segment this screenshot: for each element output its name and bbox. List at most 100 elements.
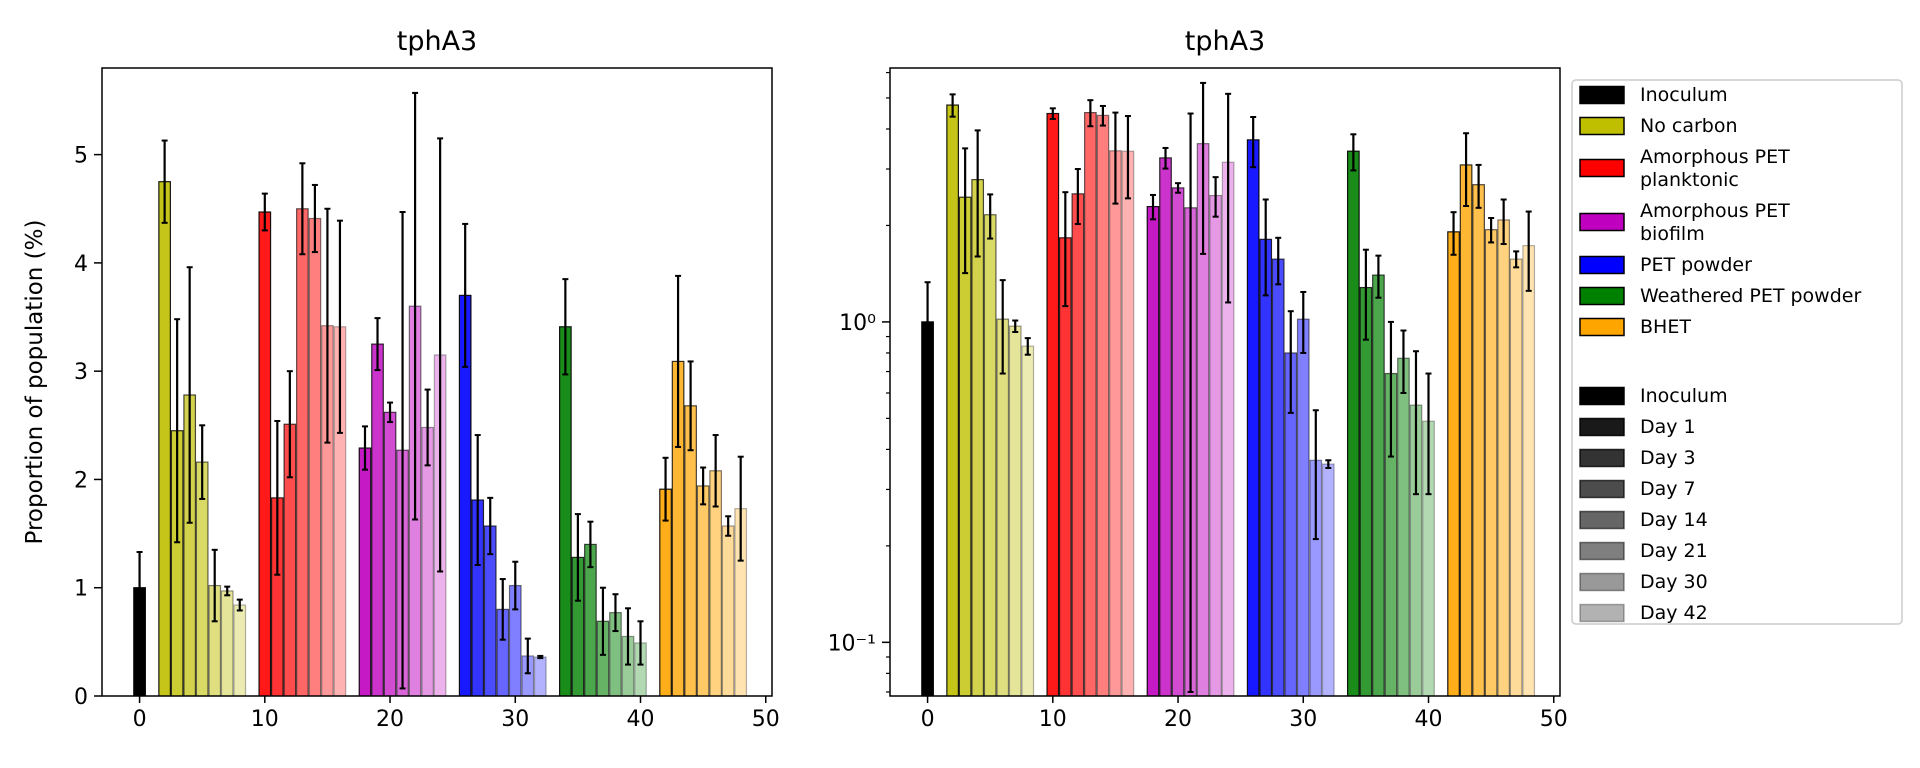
x-tick-label: 50 xyxy=(752,707,780,732)
bar xyxy=(983,214,997,696)
legend-label: Inoculum xyxy=(1640,385,1728,407)
legend-swatch xyxy=(1579,286,1625,306)
legend-label: PET powder xyxy=(1640,254,1752,276)
bar xyxy=(1071,193,1085,696)
plot-area xyxy=(133,91,748,696)
legend-swatch xyxy=(1579,158,1625,178)
bar xyxy=(1484,229,1498,696)
chart-title: tphA3 xyxy=(1185,26,1266,57)
bar xyxy=(358,447,372,696)
bar xyxy=(1096,114,1110,696)
chart-title: tphA3 xyxy=(397,26,478,57)
legend-label: Day 21 xyxy=(1640,540,1708,562)
bar xyxy=(1447,231,1460,696)
bar xyxy=(1397,357,1410,696)
x-tick-label: 0 xyxy=(133,707,147,732)
bar xyxy=(220,590,234,696)
x-tick-label: 20 xyxy=(376,707,404,732)
plot-area xyxy=(921,81,1536,696)
x-tick-label: 30 xyxy=(1289,707,1317,732)
y-tick-label: 10⁰ xyxy=(839,311,876,336)
y-tick-label: 10⁻¹ xyxy=(828,631,876,656)
x-tick-label: 40 xyxy=(1415,707,1443,732)
bar xyxy=(1522,245,1536,696)
bar xyxy=(421,426,434,696)
legend-label: Amorphous PET xyxy=(1640,146,1790,168)
bar xyxy=(1021,345,1035,696)
y-tick-label: 2 xyxy=(74,468,88,493)
bar xyxy=(371,343,384,696)
bar xyxy=(1246,139,1260,696)
x-tick-label: 30 xyxy=(501,707,529,732)
bar xyxy=(946,104,959,696)
legend-swatch xyxy=(1579,417,1625,437)
bar xyxy=(158,181,171,696)
bar xyxy=(559,326,572,696)
legend-label: BHET xyxy=(1640,316,1691,338)
legend-label: Inoculum xyxy=(1640,84,1728,106)
bar xyxy=(1497,219,1511,696)
bar xyxy=(1121,150,1135,696)
bar xyxy=(1347,150,1360,696)
legend-swatch xyxy=(1579,386,1625,406)
bar xyxy=(1008,325,1022,696)
legend-swatch xyxy=(1579,603,1625,623)
bar xyxy=(1459,164,1473,696)
x-tick-label: 40 xyxy=(627,707,655,732)
legend-label: Day 30 xyxy=(1640,571,1708,593)
x-tick-label: 10 xyxy=(251,707,279,732)
legend-swatch xyxy=(1579,212,1625,232)
bar xyxy=(258,211,272,696)
bar xyxy=(996,318,1010,696)
legend-label: Day 1 xyxy=(1640,416,1696,438)
legend-swatch xyxy=(1579,317,1625,337)
x-tick-label: 50 xyxy=(1540,707,1568,732)
bar xyxy=(1159,157,1172,696)
chart-panel-2: 0 10 20 30 40 50 10⁰ 10⁻¹ tphA3 xyxy=(828,26,1568,732)
axes-frame xyxy=(889,67,1561,697)
y-tick-label: 1 xyxy=(74,577,88,602)
bar xyxy=(533,656,547,696)
bar xyxy=(1372,274,1385,696)
legend-label: No carbon xyxy=(1640,115,1738,137)
chart-panel-1: 0 10 20 30 40 50 0 1 2 3 4 5 tphA3 Proportion of popu… xyxy=(22,26,780,732)
y-tick-label: 5 xyxy=(74,144,88,169)
legend-label: Amorphous PET xyxy=(1640,200,1790,222)
legend-swatch xyxy=(1579,572,1625,592)
legend-label: Day 3 xyxy=(1640,447,1696,469)
legend-label: Day 14 xyxy=(1640,509,1708,531)
bar xyxy=(1296,318,1310,696)
bar xyxy=(696,485,710,696)
bar xyxy=(1472,184,1485,696)
bar xyxy=(296,208,309,696)
legend-label: biofilm xyxy=(1640,223,1705,245)
y-tick-label: 0 xyxy=(74,685,88,710)
bar xyxy=(383,411,397,696)
legend-swatch xyxy=(1579,448,1625,468)
legend-swatch xyxy=(1579,479,1625,499)
legend-swatch xyxy=(1579,541,1625,561)
bar xyxy=(1046,112,1060,696)
bar xyxy=(1509,258,1523,696)
y-tick-label: 4 xyxy=(74,252,88,277)
legend-label: Weathered PET powder xyxy=(1640,285,1861,307)
bar xyxy=(1271,258,1285,696)
bar xyxy=(233,604,247,696)
legend-swatch xyxy=(1579,85,1625,105)
y-tick-label: 3 xyxy=(74,360,88,385)
bar xyxy=(1359,286,1373,696)
bar xyxy=(308,217,322,696)
bar xyxy=(1146,206,1160,696)
bar xyxy=(1259,238,1273,696)
legend-label: Day 7 xyxy=(1640,478,1696,500)
legend-label: planktonic xyxy=(1640,169,1739,191)
bar xyxy=(1109,150,1122,696)
bar xyxy=(1171,187,1185,696)
y-axis-label: Proportion of population (%) xyxy=(22,220,48,545)
x-tick-label: 0 xyxy=(921,707,935,732)
x-tick-label: 10 xyxy=(1039,707,1067,732)
legend-swatch xyxy=(1579,116,1625,136)
bar xyxy=(1321,463,1335,696)
